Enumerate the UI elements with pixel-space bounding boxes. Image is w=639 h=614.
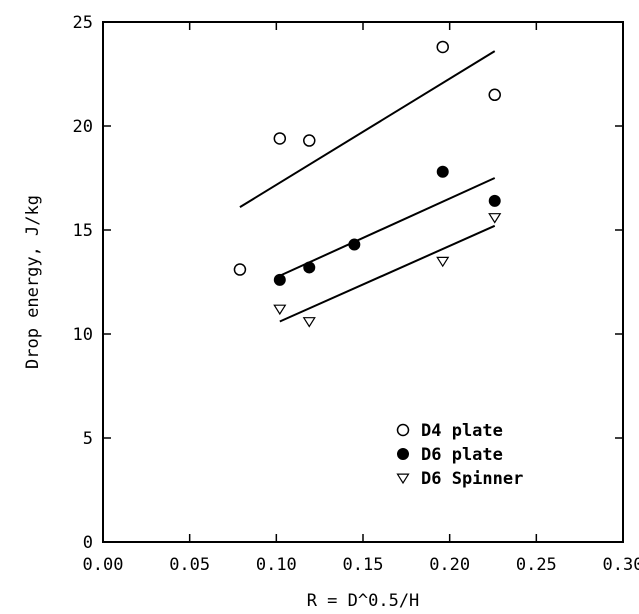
data-point-series-0 — [303, 134, 316, 147]
data-point-series-1 — [436, 165, 449, 178]
x-tick-label: 0.30 — [603, 555, 639, 575]
data-point-series-1 — [303, 261, 316, 274]
y-axis-ticks: 0 5 10 15 20 25 — [73, 13, 623, 553]
x-tick-label: 0.20 — [429, 555, 470, 575]
fit-line-series-1 — [279, 177, 496, 277]
data-point-series-2 — [488, 213, 502, 224]
fit-line-series-2 — [279, 224, 496, 323]
y-tick-label: 25 — [73, 13, 93, 33]
legend-entry-label: D4 plate — [421, 421, 503, 441]
x-tick-label: 0.10 — [256, 555, 297, 575]
plot-frame — [102, 21, 624, 543]
data-point-series-0 — [233, 263, 247, 276]
data-point-series-1 — [348, 238, 361, 251]
fit-lines — [239, 50, 496, 323]
x-tick-label: 0.00 — [83, 555, 124, 575]
legend-marker — [396, 423, 410, 437]
y-axis-title: Drop energy, J/kg — [23, 195, 43, 369]
x-axis-ticks: 0.00 0.05 0.10 0.15 0.20 0.25 0.30 — [83, 22, 639, 575]
legend-marker — [396, 473, 410, 485]
data-point-series-2 — [302, 317, 316, 328]
legend-marker — [397, 448, 409, 460]
y-tick-label: 20 — [73, 117, 93, 137]
data-point-series-1 — [273, 273, 286, 286]
data-point-series-0 — [436, 40, 449, 54]
data-point-series-0 — [273, 132, 287, 145]
fit-line-series-0 — [239, 50, 496, 208]
legend: D4 plate D6 plate D6 Spinner — [396, 421, 523, 489]
x-tick-label: 0.25 — [516, 555, 557, 575]
legend-entry-label: D6 plate — [421, 445, 503, 465]
data-point-series-0 — [488, 88, 501, 102]
x-tick-label: 0.05 — [169, 555, 210, 575]
y-tick-label: 0 — [83, 533, 93, 553]
data-point-series-2 — [436, 256, 450, 268]
x-tick-label: 0.15 — [343, 555, 384, 575]
y-tick-label: 15 — [73, 221, 93, 241]
y-tick-label: 10 — [73, 325, 93, 345]
legend-entry-label: D6 Spinner — [421, 469, 523, 489]
y-tick-label: 5 — [83, 429, 93, 449]
data-point-series-2 — [273, 304, 287, 316]
data-point-series-1 — [488, 194, 501, 207]
data-points — [233, 40, 502, 328]
x-axis-title: R = D^0.5/H — [307, 591, 420, 611]
